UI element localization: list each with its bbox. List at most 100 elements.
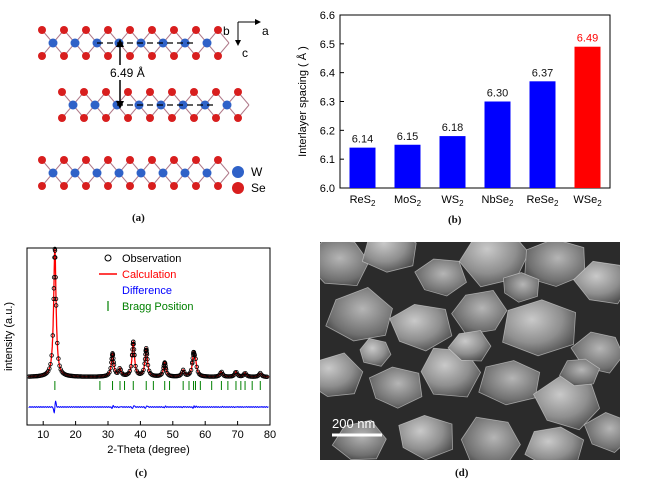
bar-y-tick-label: 6.2 (320, 125, 335, 137)
observation-point (141, 367, 146, 373)
w-atom (158, 168, 168, 178)
se-atom (102, 114, 110, 122)
observation-point (163, 365, 169, 371)
w-atom (48, 168, 58, 178)
se-atom (212, 88, 220, 96)
observation-point (178, 372, 184, 377)
se-atom (38, 182, 46, 190)
w-atom (222, 100, 232, 110)
observation-point (53, 296, 59, 302)
sem-flake (389, 303, 453, 352)
se-atom (60, 52, 68, 60)
sem-flake (447, 330, 492, 362)
observation-point (145, 357, 150, 362)
scale-bar-label: 200 nm (332, 416, 375, 431)
xrd-x-tick-label: 70 (231, 429, 243, 441)
legend-w-label: W (251, 165, 263, 179)
bar-NbSe2 (484, 101, 511, 188)
sem-flake (583, 412, 620, 453)
observation-point (140, 370, 145, 375)
se-atom (104, 156, 112, 164)
observation-point (47, 366, 52, 371)
observation-point (130, 347, 135, 352)
se-atom (126, 182, 134, 190)
sem-flake (320, 352, 364, 397)
w-atom (202, 168, 212, 178)
se-atom (60, 156, 68, 164)
bar-y-tick-label: 6.6 (320, 10, 335, 22)
wse2-layer (38, 26, 230, 60)
w-atom (114, 168, 124, 178)
observation-point (177, 373, 182, 378)
xrd-x-tick-label: 20 (69, 429, 81, 441)
xrd-x-tick-label: 10 (37, 429, 49, 441)
xrd-x-tick-label: 60 (199, 429, 211, 441)
structure-diagram: 6.49 Å b a c W Se (38, 19, 269, 195)
sem-flake (558, 358, 601, 387)
sem-flake (325, 286, 393, 342)
bar-WSe2 (574, 46, 601, 188)
observation-point (129, 353, 135, 358)
observation-point (127, 368, 133, 374)
sem-flake (502, 299, 577, 357)
w-atom (92, 168, 102, 178)
axis-b-label: b (223, 24, 230, 38)
se-atom (124, 88, 132, 96)
observation-point (180, 367, 186, 373)
se-atom (214, 52, 222, 60)
w-atom (70, 168, 80, 178)
se-atom (148, 26, 156, 34)
observation-point (158, 372, 163, 378)
xrd-x-tick-label: 30 (102, 429, 114, 441)
bar-category-label: ReS2 (350, 194, 376, 208)
bar-value-label: 6.14 (352, 134, 373, 146)
observation-point (52, 246, 58, 252)
sem-flake (524, 242, 586, 287)
observation-point (128, 364, 134, 369)
sem-micrograph: 200 nm (320, 242, 620, 460)
se-atom (146, 114, 154, 122)
se-atom (192, 182, 200, 190)
sem-flake (502, 272, 540, 303)
se-atom (104, 182, 112, 190)
bar-value-label: 6.15 (397, 131, 418, 143)
observation-point (53, 303, 59, 308)
panel-a-structure: 6.49 Å b a c W Se (20, 5, 300, 205)
observation-point (179, 370, 185, 375)
bar-MoS2 (394, 144, 421, 188)
observation-point (50, 333, 55, 338)
bar-category-label: MoS2 (394, 194, 422, 208)
observation-point (125, 371, 130, 377)
observation-point (133, 363, 138, 369)
sem-flake (368, 366, 423, 409)
w-atom (48, 38, 58, 48)
observation-point (146, 368, 152, 374)
wse2-layer (38, 156, 230, 190)
observation-point (216, 373, 221, 379)
bar-value-label: 6.49 (577, 33, 598, 45)
observation-point (163, 363, 168, 368)
axis-indicator: b a c (223, 19, 269, 60)
se-atom (58, 88, 66, 96)
sem-flake (359, 337, 392, 367)
se-atom (234, 88, 242, 96)
sem-flake (532, 375, 601, 431)
legend-observation-marker (104, 254, 112, 262)
observation-point (46, 368, 51, 374)
bar-y-tick-label: 6.3 (320, 97, 335, 109)
sem-flake (331, 419, 387, 460)
bar-ReS2 (349, 147, 376, 188)
observation-point (57, 363, 62, 368)
observation-point (139, 371, 144, 376)
difference-curve (28, 400, 269, 414)
observation-point (131, 341, 136, 347)
bar-y-tick-label: 6.0 (320, 183, 335, 195)
observation-point (131, 347, 137, 352)
w-atom (70, 38, 80, 48)
se-atom (212, 114, 220, 122)
xrd-x-tick-label: 50 (167, 429, 179, 441)
se-atom (102, 88, 110, 96)
observation-point (195, 369, 201, 374)
sem-image: 200 nm (320, 242, 620, 460)
observation-point (144, 347, 149, 353)
